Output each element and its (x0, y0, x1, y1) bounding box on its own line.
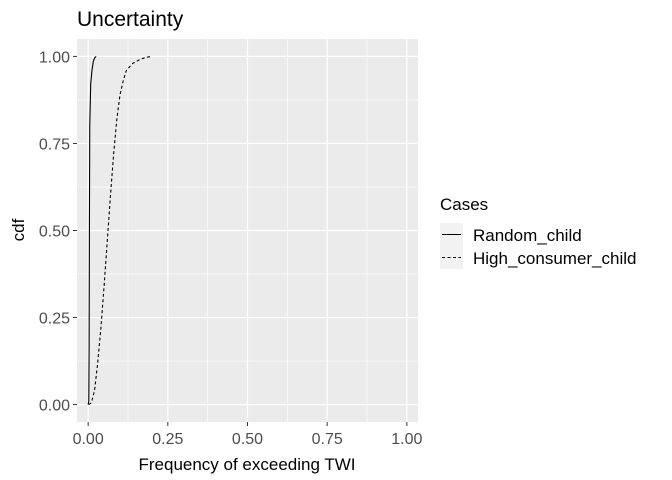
y-axis-title: cdf (9, 218, 28, 241)
legend-label: High_consumer_child (473, 249, 636, 268)
x-tick-label: 1.00 (391, 431, 422, 448)
series-line-high-consumer-child (88, 55, 152, 406)
x-tick-label: 0.25 (152, 431, 183, 448)
legend-label: Random_child (473, 226, 582, 245)
legend: Cases Random_child High_consumer_child (440, 195, 636, 269)
x-tick-label: 0.00 (73, 431, 104, 448)
y-tick-label: 0.25 (39, 311, 70, 328)
legend-key-background (440, 246, 463, 269)
y-tick-label: 0.50 (39, 224, 70, 241)
y-axis: 0.00 0.25 0.50 0.75 1.00 (39, 49, 77, 415)
legend-entries: Random_child High_consumer_child (440, 223, 636, 269)
x-tick-label: 0.50 (232, 431, 263, 448)
series-layer (87, 55, 152, 406)
legend-title: Cases (440, 195, 488, 214)
y-tick-label: 0.75 (39, 136, 70, 153)
x-axis: 0.00 0.25 0.50 0.75 1.00 (73, 422, 423, 448)
y-tick-label: 0.00 (39, 398, 70, 415)
x-tick-label: 0.75 (312, 431, 343, 448)
x-axis-title: Frequency of exceeding TWI (138, 455, 355, 474)
y-tick-label: 1.00 (39, 49, 70, 66)
series-line-random-child (87, 56, 97, 405)
major-gridlines (77, 39, 418, 422)
chart-title: Uncertainty (77, 8, 184, 31)
